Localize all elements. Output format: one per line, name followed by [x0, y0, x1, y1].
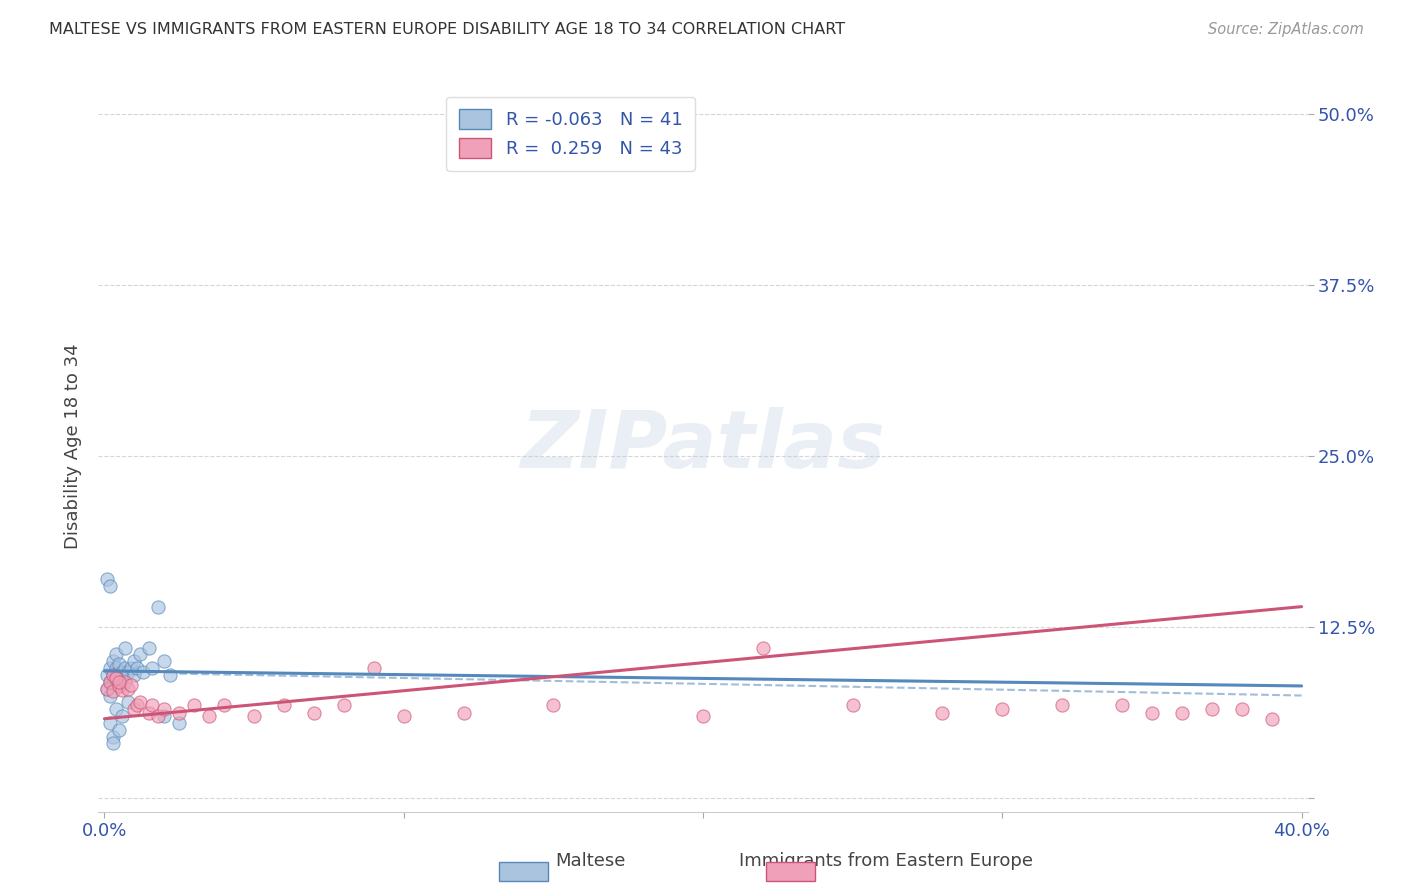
Point [100, 674, 122, 689]
Point [111, 665, 134, 680]
Point [100, 674, 122, 689]
Point [96, 681, 118, 696]
Point [129, 648, 152, 662]
Point [105, 668, 128, 682]
Point [273, 698, 295, 712]
Point [108, 674, 131, 689]
Point [108, 679, 131, 693]
Point [111, 709, 134, 723]
Point [752, 640, 775, 655]
Point [100, 579, 122, 593]
Point [114, 640, 136, 655]
Point [1050, 698, 1073, 712]
Point [138, 706, 160, 721]
Point [1230, 702, 1253, 716]
Point [153, 654, 176, 668]
Point [103, 654, 125, 668]
Text: MALTESE VS IMMIGRANTS FROM EASTERN EUROPE DISABILITY AGE 18 TO 34 CORRELATION CH: MALTESE VS IMMIGRANTS FROM EASTERN EUROP… [49, 22, 845, 37]
Point [141, 661, 163, 675]
Point [100, 661, 122, 675]
Point [117, 695, 139, 709]
Point [124, 668, 146, 682]
Point [105, 671, 128, 685]
Point [108, 657, 131, 671]
Point [167, 715, 190, 730]
Point [103, 684, 125, 698]
Point [96, 572, 118, 586]
Point [392, 709, 415, 723]
Point [103, 736, 125, 750]
Point [129, 695, 152, 709]
Point [153, 709, 176, 723]
Point [991, 702, 1014, 716]
Point [243, 709, 266, 723]
Point [100, 689, 122, 703]
Point [108, 671, 131, 685]
Point [543, 698, 565, 712]
Point [841, 698, 863, 712]
Point [111, 671, 134, 685]
Point [127, 661, 149, 675]
Point [103, 668, 125, 682]
Point [333, 698, 356, 712]
Point [302, 706, 325, 721]
Point [141, 698, 163, 712]
Point [120, 677, 142, 691]
Point [103, 668, 125, 682]
Point [153, 702, 176, 716]
Point [148, 599, 170, 614]
Point [1260, 712, 1282, 726]
Text: ZIPatlas: ZIPatlas [520, 407, 886, 485]
Point [120, 661, 142, 675]
Point [114, 661, 136, 675]
Point [692, 709, 714, 723]
Point [105, 648, 128, 662]
Point [127, 698, 149, 712]
Point [105, 671, 128, 685]
Point [198, 709, 221, 723]
Point [105, 702, 128, 716]
Point [1111, 698, 1133, 712]
Text: Source: ZipAtlas.com: Source: ZipAtlas.com [1208, 22, 1364, 37]
Point [132, 665, 155, 680]
Point [1171, 706, 1194, 721]
Point [117, 665, 139, 680]
Point [138, 640, 160, 655]
Point [124, 702, 146, 716]
Point [103, 674, 125, 689]
Point [114, 674, 136, 689]
Point [103, 730, 125, 744]
Point [1140, 706, 1163, 721]
Point [100, 715, 122, 730]
Point [167, 706, 190, 721]
Point [931, 706, 953, 721]
Text: Maltese: Maltese [555, 852, 626, 870]
Point [212, 698, 235, 712]
Y-axis label: Disability Age 18 to 34: Disability Age 18 to 34 [65, 343, 83, 549]
Point [108, 723, 131, 737]
Point [117, 681, 139, 696]
Point [453, 706, 475, 721]
Point [96, 681, 118, 696]
Point [148, 709, 170, 723]
Legend: R = -0.063   N = 41, R =  0.259   N = 43: R = -0.063 N = 41, R = 0.259 N = 43 [446, 96, 695, 170]
Point [363, 661, 385, 675]
Point [1201, 702, 1223, 716]
Point [159, 668, 181, 682]
Text: Immigrants from Eastern Europe: Immigrants from Eastern Europe [738, 852, 1033, 870]
Point [124, 654, 146, 668]
Point [111, 683, 134, 698]
Point [108, 679, 131, 693]
Point [183, 698, 205, 712]
Point [96, 668, 118, 682]
Point [105, 661, 128, 675]
